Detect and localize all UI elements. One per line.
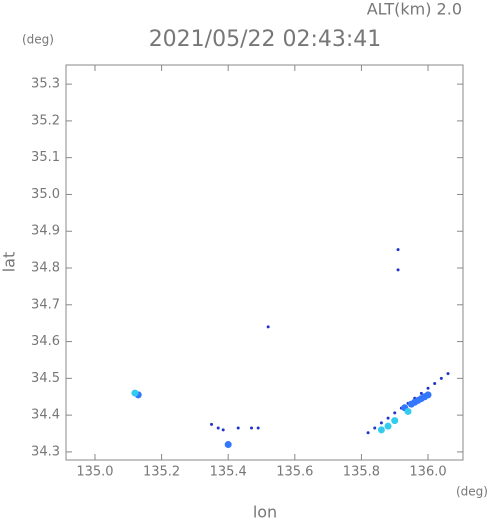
x-tick-label: 136.0 bbox=[409, 465, 446, 480]
y-axis-label: lat bbox=[0, 252, 19, 273]
point bbox=[419, 391, 423, 395]
y-tick-label: 35.0 bbox=[31, 187, 60, 202]
y-unit: (deg) bbox=[22, 33, 54, 47]
y-tick-label: 34.6 bbox=[31, 334, 60, 349]
point bbox=[439, 376, 443, 380]
x-tick-label: 135.6 bbox=[276, 465, 313, 480]
x-tick-label: 135.8 bbox=[343, 465, 380, 480]
point bbox=[404, 407, 412, 415]
plot-frame bbox=[65, 64, 464, 461]
chart-title: 2021/05/22 02:43:41 bbox=[149, 27, 382, 52]
point bbox=[256, 426, 260, 430]
point bbox=[426, 386, 430, 390]
point bbox=[421, 393, 429, 401]
point bbox=[407, 400, 415, 408]
x-axis-label: lon bbox=[253, 503, 277, 521]
y-tick-label: 35.1 bbox=[31, 150, 60, 165]
point bbox=[377, 426, 385, 434]
y-tick-label: 34.4 bbox=[31, 408, 60, 423]
point bbox=[266, 325, 270, 329]
point bbox=[236, 426, 240, 430]
point bbox=[386, 416, 390, 420]
x-unit: (deg) bbox=[456, 485, 488, 499]
y-tick-label: 34.8 bbox=[31, 261, 60, 276]
x-tick-label: 135.4 bbox=[210, 465, 247, 480]
point bbox=[366, 431, 370, 435]
y-tick-label: 35.3 bbox=[31, 77, 60, 92]
point bbox=[379, 421, 383, 425]
x-tick-label: 135.2 bbox=[143, 465, 180, 480]
point bbox=[396, 268, 400, 272]
point bbox=[414, 396, 422, 404]
point bbox=[131, 389, 139, 397]
point bbox=[221, 428, 225, 432]
altitude-label: ALT(km) 2.0 bbox=[367, 0, 462, 19]
point bbox=[373, 426, 377, 430]
point bbox=[250, 426, 254, 430]
y-tick-label: 34.7 bbox=[31, 297, 60, 312]
y-tick-label: 35.2 bbox=[31, 113, 60, 128]
point bbox=[384, 422, 392, 430]
point bbox=[391, 417, 399, 425]
y-tick-label: 34.3 bbox=[31, 444, 60, 459]
x-tick-label: 135.0 bbox=[76, 465, 113, 480]
point bbox=[396, 248, 400, 252]
point bbox=[216, 426, 220, 430]
point bbox=[433, 382, 437, 386]
y-tick-label: 34.5 bbox=[31, 371, 60, 386]
point bbox=[393, 411, 397, 415]
point bbox=[210, 422, 214, 426]
y-tick-label: 34.9 bbox=[31, 224, 60, 239]
point bbox=[446, 372, 450, 376]
point bbox=[224, 441, 232, 449]
